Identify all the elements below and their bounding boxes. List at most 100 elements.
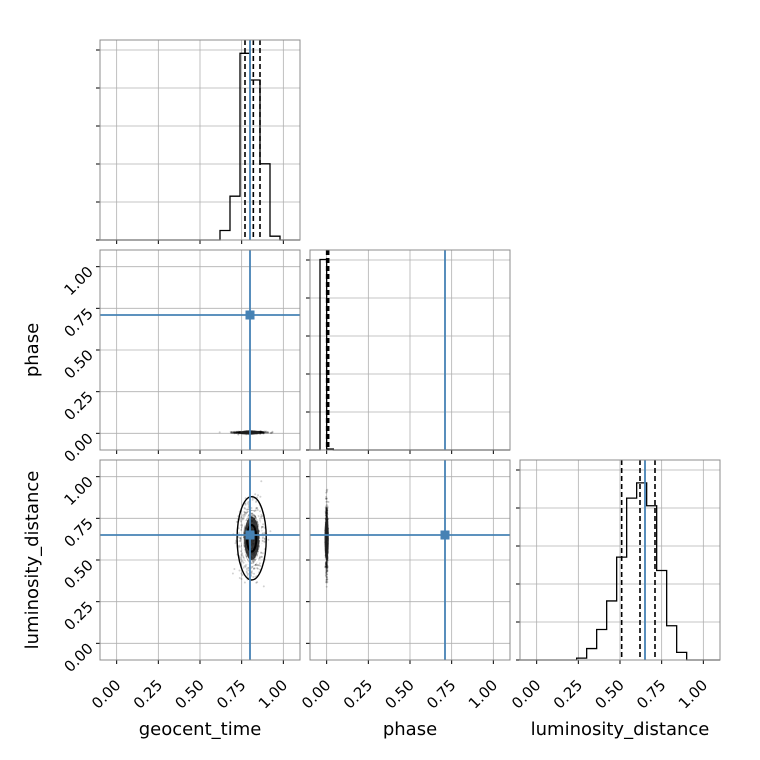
- scatter-point: [240, 553, 243, 556]
- scatter-point: [325, 511, 328, 514]
- scatter-point: [233, 430, 236, 433]
- panel-frame: [309, 249, 511, 451]
- scatter-point: [259, 431, 262, 434]
- scatter-point: [234, 431, 237, 434]
- scatter-point: [233, 431, 236, 434]
- scatter-point: [325, 562, 328, 565]
- scatter-point: [261, 431, 263, 434]
- scatter-point: [247, 566, 250, 569]
- scatter-point: [259, 432, 262, 434]
- grid: [520, 460, 720, 660]
- scatter-point: [233, 432, 236, 434]
- scatter-point: [259, 565, 262, 567]
- scatter-point: [324, 565, 327, 568]
- scatter-point: [325, 497, 328, 500]
- scatter-point: [325, 564, 328, 567]
- scatter-point: [253, 515, 256, 518]
- x-axis-label-luminosity-distance: luminosity_distance: [531, 719, 710, 740]
- x-axis-label-geocent-time: geocent_time: [139, 719, 262, 740]
- tick-marks: [306, 259, 494, 454]
- scatter-point: [253, 572, 255, 575]
- scatter-point: [239, 520, 242, 523]
- scatter-point: [256, 567, 259, 570]
- scatter-points: [324, 488, 330, 588]
- scatter-point: [324, 506, 327, 509]
- scatter-point: [233, 431, 236, 434]
- panel-phase-vs-geocent-time: [96, 249, 301, 454]
- scatter-point: [238, 545, 241, 548]
- scatter-point: [325, 514, 328, 517]
- scatter-point: [252, 560, 255, 563]
- scatter-point: [263, 538, 266, 540]
- scatter-point: [240, 578, 243, 580]
- scatter-point: [325, 567, 328, 570]
- scatter-point: [325, 514, 328, 517]
- scatter-point: [235, 430, 238, 433]
- scatter-point: [326, 511, 329, 514]
- scatter-point: [326, 506, 329, 509]
- scatter-point: [237, 430, 240, 433]
- scatter-point: [325, 510, 328, 513]
- scatter-point: [325, 562, 328, 565]
- scatter-point: [326, 573, 329, 576]
- scatter-point: [262, 525, 264, 528]
- density-core: [324, 516, 329, 560]
- x-tick-label: 0.75: [423, 676, 459, 712]
- scatter-point: [326, 500, 329, 503]
- scatter-point: [325, 561, 328, 564]
- scatter-point: [261, 432, 264, 435]
- scatter-point: [262, 432, 265, 434]
- scatter-point: [325, 565, 328, 568]
- y-tick-label: 0.50: [60, 556, 96, 592]
- y-axis-label-luminosity-distance: luminosity_distance: [22, 471, 43, 650]
- scatter-point: [254, 493, 257, 496]
- scatter-point: [235, 431, 238, 434]
- y-tick-label: 0.00: [60, 639, 96, 675]
- panel-frame: [99, 459, 301, 661]
- scatter-point: [256, 496, 259, 499]
- scatter-point: [242, 561, 245, 564]
- scatter-point: [325, 500, 328, 503]
- scatter-point: [262, 431, 264, 433]
- scatter-point: [326, 511, 328, 514]
- panel-frame: [309, 459, 511, 661]
- scatter-point: [325, 562, 328, 565]
- scatter-point: [325, 509, 328, 512]
- scatter-point: [325, 565, 327, 568]
- scatter-point: [326, 567, 328, 570]
- scatter-point: [326, 514, 328, 516]
- x-tick-label: 0.25: [340, 676, 376, 712]
- scatter-point: [324, 497, 327, 500]
- scatter-point: [260, 431, 263, 434]
- scatter-point: [256, 509, 259, 511]
- scatter-point: [325, 510, 328, 513]
- scatter-point: [325, 561, 328, 563]
- tick-marks: [516, 469, 704, 664]
- scatter-point: [325, 510, 328, 513]
- scatter-point: [256, 554, 259, 557]
- scatter-point: [233, 432, 236, 435]
- scatter-point: [325, 561, 328, 563]
- scatter-point: [257, 564, 260, 567]
- scatter-point: [238, 431, 241, 434]
- scatter-point: [259, 431, 262, 434]
- scatter-point: [252, 567, 255, 570]
- scatter-point: [325, 569, 328, 572]
- scatter-point: [237, 431, 240, 434]
- scatter-point: [260, 513, 263, 516]
- scatter-point: [247, 501, 250, 504]
- scatter-point: [252, 567, 255, 570]
- scatter-point: [233, 568, 236, 570]
- scatter-point: [260, 480, 263, 483]
- scatter-point: [236, 431, 239, 434]
- scatter-point: [326, 511, 328, 514]
- scatter-point: [251, 512, 254, 515]
- scatter-point: [259, 431, 262, 434]
- scatter-point: [325, 572, 328, 575]
- x-tick-label: 1.00: [675, 676, 711, 712]
- scatter-point: [238, 431, 240, 434]
- scatter-point: [325, 509, 328, 512]
- scatter-point: [236, 431, 239, 434]
- scatter-point: [237, 432, 240, 435]
- scatter-point: [325, 563, 328, 565]
